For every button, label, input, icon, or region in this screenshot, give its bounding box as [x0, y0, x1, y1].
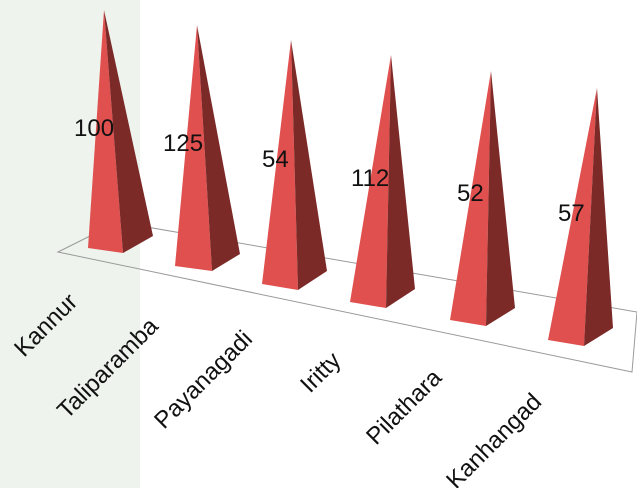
- pyramid-front-pilathara: [450, 71, 491, 326]
- pyramid-front-kanhangad: [548, 88, 597, 346]
- pyramid-series: [88, 10, 613, 346]
- pyramid-side-taliparamba: [197, 25, 240, 271]
- category-label-payanagadi: Payanagadi: [149, 326, 258, 435]
- category-label-kanhangad: Kanhangad: [441, 388, 547, 488]
- data-label-kannur: 100: [74, 115, 114, 142]
- pyramid-side-payanagadi: [291, 40, 327, 290]
- data-label-taliparamba: 125: [163, 130, 203, 157]
- pyramid-front-taliparamba: [175, 25, 212, 271]
- pyramid-side-pilathara: [486, 71, 515, 326]
- category-label-pilathara: Pilathara: [361, 364, 448, 451]
- pyramid-side-kanhangad: [584, 88, 613, 346]
- data-label-kanhangad: 57: [558, 200, 585, 227]
- category-label-taliparamba: Taliparamba: [52, 312, 164, 424]
- data-label-pilathara: 52: [457, 180, 484, 207]
- data-label-payanagadi: 54: [262, 146, 289, 173]
- category-label-kannur: Kannur: [9, 288, 83, 362]
- pyramid-front-payanagadi: [262, 40, 298, 290]
- pyramid-side-kannur: [104, 10, 153, 253]
- data-labels: 100 125 54 112 52 57: [74, 115, 585, 227]
- pyramid-front-iritty: [350, 55, 391, 308]
- pyramid-side-iritty: [386, 55, 415, 308]
- category-label-iritty: Iritty: [295, 347, 346, 398]
- data-label-iritty: 112: [351, 165, 389, 192]
- pyramid-front-kannur: [88, 10, 123, 253]
